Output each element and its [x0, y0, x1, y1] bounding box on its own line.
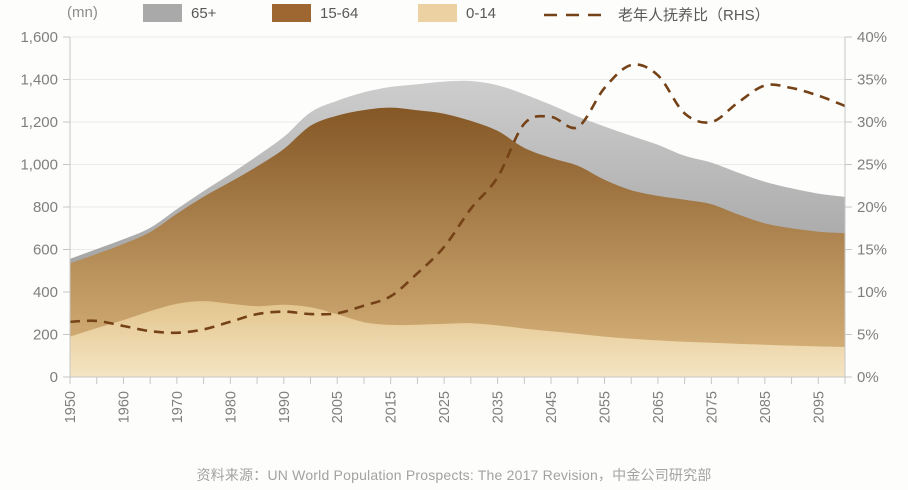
- x-tick-label: 2035: [491, 391, 507, 423]
- x-tick-label: 1990: [277, 391, 293, 423]
- y-right-tick-label: 0%: [857, 369, 879, 386]
- x-tick-label: 1960: [116, 391, 132, 423]
- legend-swatch-15-64: [272, 4, 311, 22]
- dashed-line-icon: [544, 13, 608, 16]
- y-right-tick-label: 35%: [857, 72, 887, 89]
- y-left-tick-label: 1,000: [20, 157, 58, 174]
- legend-item-15-64: 15-64: [272, 4, 358, 22]
- x-tick-label: 1970: [170, 391, 186, 423]
- x-tick-label: 2095: [811, 391, 827, 423]
- legend-label-0-14: 0-14: [466, 4, 497, 22]
- x-tick-label: 2065: [651, 391, 667, 423]
- area-0-14: [70, 301, 845, 377]
- y-right-tick-label: 5%: [857, 327, 879, 344]
- y-right-tick-label: 40%: [857, 29, 887, 46]
- x-axis-ticks: 1950 1960 1970 1980 1990 2005 2015 2025 2035 2045…: [63, 377, 846, 423]
- y-left-tick-label: 0: [50, 369, 58, 386]
- legend-item-65plus: 65+: [143, 4, 216, 22]
- stacked-area-chart: 0 200 400 600 800 1,000 1,200 1,400 1,600 0% 5% 10%…: [20, 29, 887, 423]
- legend-item-dependency-ratio: 老年人抚养比（RHS）: [543, 4, 770, 25]
- y-left-tick-label: 1,600: [20, 29, 58, 46]
- y-left-tick-label: 1,400: [20, 72, 58, 89]
- legend-swatch-65plus: [143, 4, 182, 22]
- x-tick-label: 2085: [758, 391, 774, 423]
- legend: (mn) 65+ 15-64 0-14 老年人抚养比（RHS）: [0, 0, 908, 28]
- legend-label-65plus: 65+: [191, 4, 217, 22]
- x-tick-label: 2045: [544, 391, 560, 423]
- y-right-tick-label: 15%: [857, 242, 887, 259]
- x-tick-label: 2075: [704, 391, 720, 423]
- legend-swatch-0-14: [418, 4, 457, 22]
- x-tick-label: 2025: [437, 391, 453, 423]
- y-left-tick-label: 800: [33, 199, 58, 216]
- x-tick-label: 2005: [330, 391, 346, 423]
- x-tick-label: 1980: [223, 391, 239, 423]
- source-note: 资料来源：UN World Population Prospects: The …: [196, 467, 712, 483]
- stacked-areas: [70, 80, 845, 377]
- left-axis-unit-label: (mn): [67, 4, 98, 21]
- y-right-tick-label: 20%: [857, 199, 887, 216]
- plot-area: 0 200 400 600 800 1,000 1,200 1,400 1,600 0% 5% 10%…: [20, 29, 887, 423]
- y-left-tick-label: 600: [33, 242, 58, 259]
- legend-item-0-14: 0-14: [418, 4, 496, 22]
- y-left-tick-label: 400: [33, 284, 58, 301]
- y-right-tick-label: 30%: [857, 114, 887, 131]
- y-axis-right-ticks: 0% 5% 10% 15% 20% 25% 30% 35% 40%: [845, 29, 887, 386]
- y-right-tick-label: 25%: [857, 157, 887, 174]
- x-tick-label: 2055: [597, 391, 613, 423]
- y-left-tick-label: 1,200: [20, 114, 58, 131]
- y-left-tick-label: 200: [33, 327, 58, 344]
- x-tick-label: 2015: [384, 391, 400, 423]
- y-right-tick-label: 10%: [857, 284, 887, 301]
- legend-label-dependency-ratio: 老年人抚养比（RHS）: [618, 7, 770, 24]
- legend-label-15-64: 15-64: [320, 4, 359, 22]
- y-axis-left-ticks: 0 200 400 600 800 1,000 1,200 1,400 1,600: [20, 29, 70, 386]
- x-tick-label: 1950: [63, 391, 79, 423]
